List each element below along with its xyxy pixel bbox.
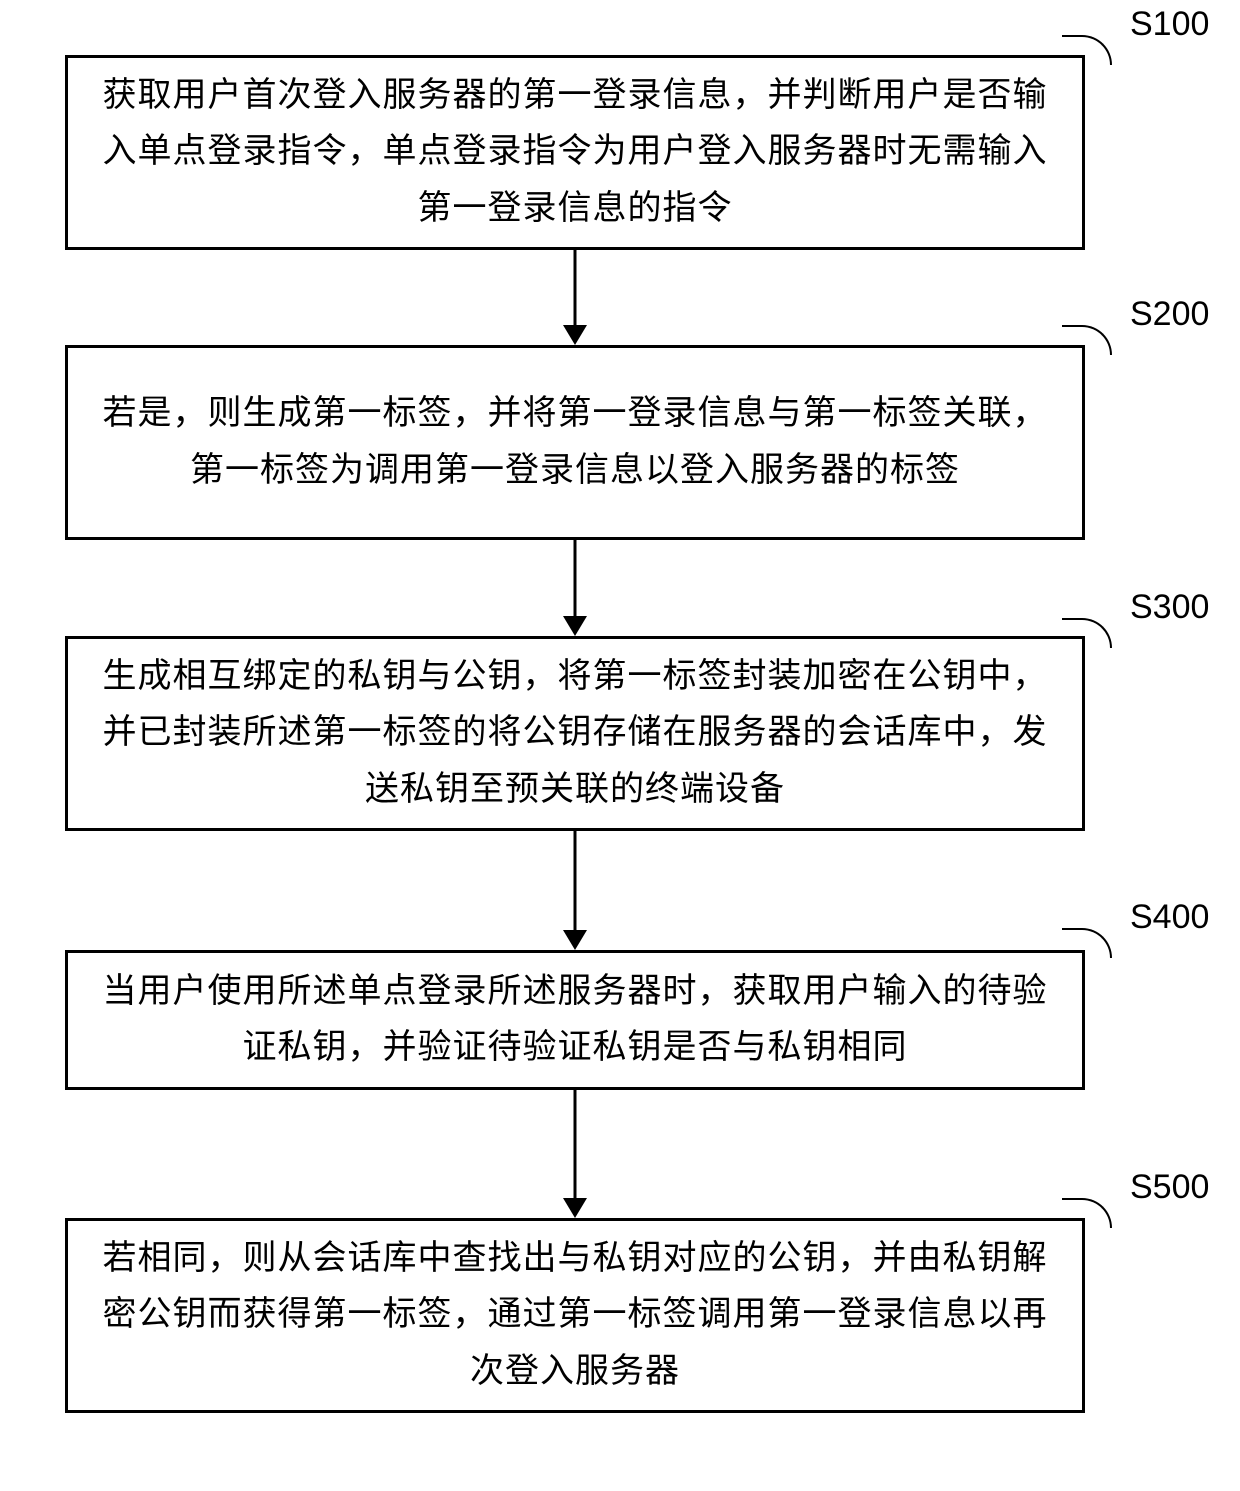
- step-label-s200: S200: [1130, 295, 1209, 334]
- step-text-s400: 当用户使用所述单点登录所述服务器时，获取用户输入的待验证私钥，并验证待验证私钥是…: [98, 964, 1052, 1076]
- label-curve-s400: [1062, 928, 1112, 958]
- step-text-s200: 若是，则生成第一标签，并将第一登录信息与第一标签关联，第一标签为调用第一登录信息…: [98, 386, 1052, 498]
- step-text-s500: 若相同，则从会话库中查找出与私钥对应的公钥，并由私钥解密公钥而获得第一标签，通过…: [98, 1231, 1052, 1399]
- step-box-s200: 若是，则生成第一标签，并将第一登录信息与第一标签关联，第一标签为调用第一登录信息…: [65, 345, 1085, 540]
- arrow-line-4: [574, 1090, 577, 1198]
- step-box-s300: 生成相互绑定的私钥与公钥，将第一标签封装加密在公钥中，并已封装所述第一标签的将公…: [65, 636, 1085, 831]
- step-box-s100: 获取用户首次登入服务器的第一登录信息，并判断用户是否输入单点登录指令，单点登录指…: [65, 55, 1085, 250]
- step-text-s300: 生成相互绑定的私钥与公钥，将第一标签封装加密在公钥中，并已封装所述第一标签的将公…: [98, 649, 1052, 817]
- flowchart-container: 获取用户首次登入服务器的第一登录信息，并判断用户是否输入单点登录指令，单点登录指…: [0, 0, 1240, 1491]
- step-label-s400: S400: [1130, 898, 1209, 937]
- step-label-s500: S500: [1130, 1168, 1209, 1207]
- label-curve-s100: [1062, 35, 1112, 65]
- step-label-s100: S100: [1130, 5, 1209, 44]
- step-label-s300: S300: [1130, 588, 1209, 627]
- arrow-line-3: [574, 831, 577, 930]
- label-curve-s200: [1062, 325, 1112, 355]
- arrow-line-2: [574, 540, 577, 616]
- arrow-head-3: [563, 930, 587, 950]
- step-box-s500: 若相同，则从会话库中查找出与私钥对应的公钥，并由私钥解密公钥而获得第一标签，通过…: [65, 1218, 1085, 1413]
- label-curve-s300: [1062, 618, 1112, 648]
- step-text-s100: 获取用户首次登入服务器的第一登录信息，并判断用户是否输入单点登录指令，单点登录指…: [98, 68, 1052, 236]
- step-box-s400: 当用户使用所述单点登录所述服务器时，获取用户输入的待验证私钥，并验证待验证私钥是…: [65, 950, 1085, 1090]
- arrow-head-2: [563, 616, 587, 636]
- arrow-head-1: [563, 325, 587, 345]
- arrow-head-4: [563, 1198, 587, 1218]
- label-curve-s500: [1062, 1198, 1112, 1228]
- arrow-line-1: [574, 250, 577, 325]
